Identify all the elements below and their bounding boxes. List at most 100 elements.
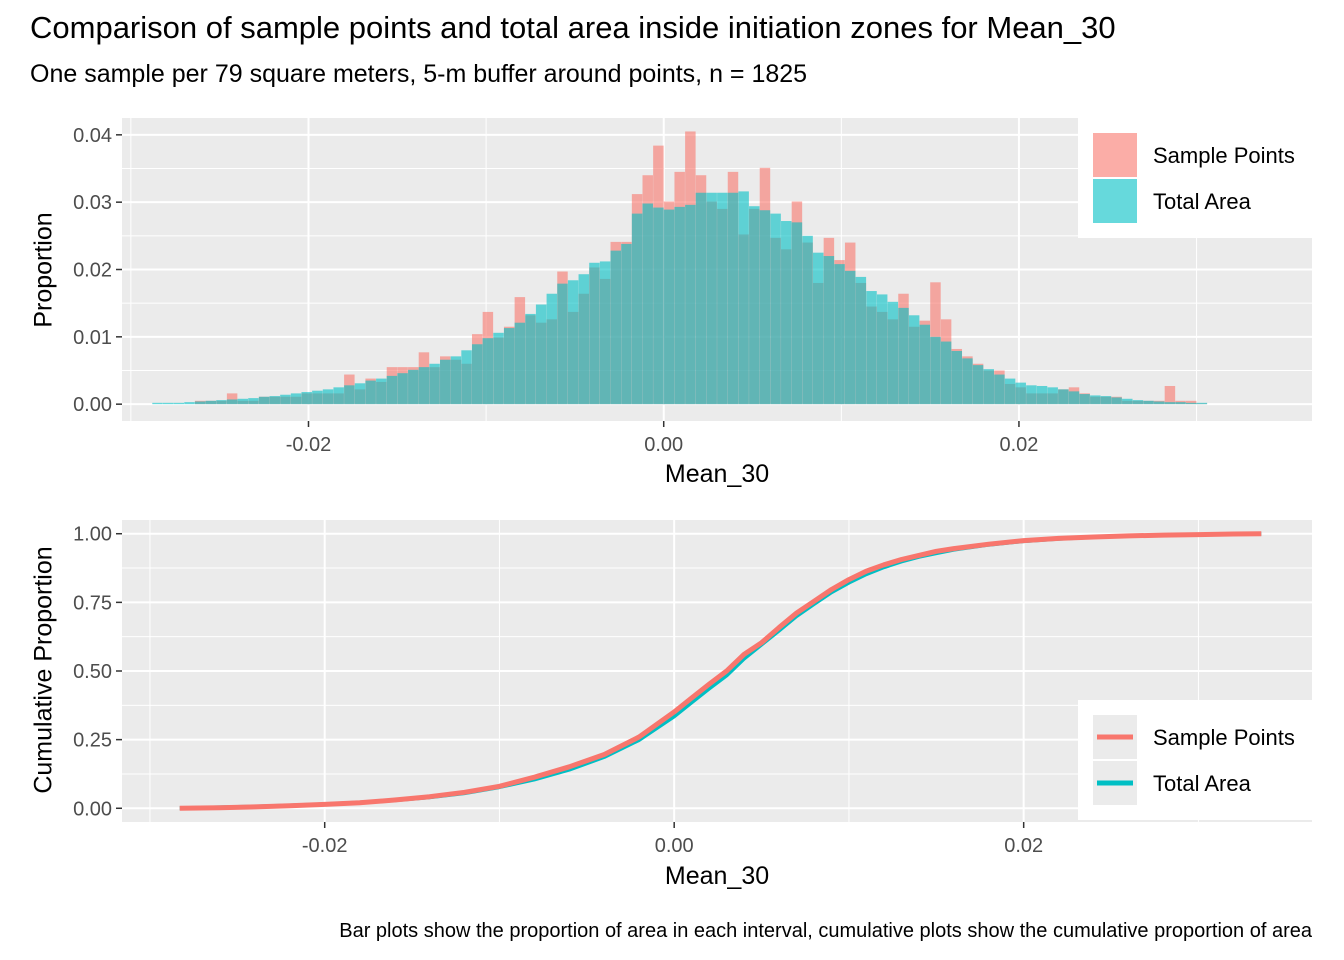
histogram-bar — [1111, 397, 1122, 405]
histogram-bar — [482, 338, 494, 405]
histogram-bar — [1090, 395, 1101, 405]
histogram-bar — [866, 291, 877, 405]
histogram-bar — [685, 204, 696, 405]
histogram-bar — [152, 402, 163, 405]
histogram-bar — [898, 307, 909, 405]
histogram-bar — [994, 374, 1005, 405]
histogram-bar — [1068, 391, 1080, 405]
histogram-bar — [344, 385, 355, 405]
histogram-bar — [695, 192, 707, 405]
histogram-bar — [887, 301, 899, 405]
cumulative-y-tick-label: 0.00 — [73, 798, 112, 820]
histogram-y-tick-label: 0.00 — [73, 394, 112, 416]
histogram-bar — [653, 207, 664, 405]
histogram-y-tick-label: 0.04 — [73, 125, 112, 147]
histogram-bar — [376, 378, 387, 405]
histogram-bar — [834, 264, 845, 405]
histogram-bar — [258, 396, 270, 405]
histogram-bar — [844, 270, 856, 405]
histogram-bar — [546, 293, 558, 405]
histogram-bar — [738, 191, 749, 405]
histogram-bar — [1185, 400, 1197, 405]
histogram-bar — [237, 398, 249, 405]
cumulative-y-tick-label: 1.00 — [73, 524, 112, 546]
histogram-bar — [599, 261, 611, 405]
histogram-bar — [322, 389, 334, 405]
chart-caption: Bar plots show the proportion of area in… — [339, 920, 1312, 942]
histogram-bar — [493, 332, 504, 405]
histogram-bar — [781, 221, 792, 405]
histogram-bar — [354, 383, 366, 405]
cumulative-x-tick-label: 0.00 — [655, 835, 694, 857]
histogram-bar — [535, 304, 547, 405]
histogram-bar — [205, 400, 217, 405]
histogram-bar — [759, 210, 771, 405]
histogram-bar — [1175, 402, 1186, 405]
histogram-bar — [1164, 385, 1176, 405]
histogram-bar — [1047, 387, 1058, 405]
histogram-bar — [312, 390, 323, 405]
cumulative-series-line — [179, 531, 1262, 811]
histogram-bar — [461, 350, 472, 405]
histogram-bar — [940, 341, 952, 405]
histogram-bar — [1164, 402, 1176, 405]
chart-title: Comparison of sample points and total ar… — [30, 10, 1116, 45]
histogram-bar — [1154, 401, 1165, 405]
histogram-bar — [471, 344, 483, 405]
histogram-x-tick-label: 0.02 — [999, 434, 1038, 456]
chart-subtitle: One sample per 79 square meters, 5-m buf… — [30, 60, 808, 88]
histogram-bar — [770, 213, 781, 405]
histogram-bar — [290, 393, 302, 405]
histogram-bar — [226, 399, 238, 405]
histogram-bar — [972, 365, 984, 405]
histogram-legend-key — [1093, 179, 1137, 223]
histogram-x-axis-label: Mean_30 — [664, 460, 770, 488]
histogram-bar — [791, 222, 803, 405]
histogram-bar — [216, 400, 227, 405]
histogram-bar — [248, 398, 259, 405]
histogram-bar — [749, 206, 760, 405]
histogram-x-tick-label: -0.02 — [286, 434, 332, 456]
histogram-bar — [386, 375, 398, 405]
histogram-bar — [919, 324, 931, 405]
histogram-bar — [1132, 400, 1144, 405]
histogram-bar — [226, 393, 238, 405]
cumulative-y-axis-label: Cumulative Proportion — [29, 546, 58, 794]
histogram-bar — [440, 359, 451, 405]
histogram-bar — [397, 373, 408, 405]
histogram-bar — [1004, 378, 1016, 405]
histogram-bar — [983, 369, 994, 405]
histogram-bar — [418, 367, 430, 405]
histogram-bar — [365, 380, 376, 405]
histogram-bar — [333, 387, 344, 405]
histogram-bar — [930, 336, 941, 405]
histogram-y-axis-label: Proportion — [29, 212, 58, 328]
histogram-bar — [1122, 398, 1133, 405]
histogram-bar — [1100, 396, 1112, 405]
histogram-bar — [823, 256, 835, 405]
histogram-bar — [727, 192, 739, 405]
histogram-bar — [717, 192, 728, 405]
histogram-bar — [663, 209, 675, 405]
histogram-bar — [642, 203, 653, 405]
histogram-bar — [525, 313, 536, 405]
cumulative-x-tick-label: -0.02 — [302, 835, 348, 857]
histogram-bar — [631, 213, 643, 405]
histogram-y-tick-label: 0.01 — [73, 327, 112, 349]
cumulative-y-tick-label: 0.75 — [73, 592, 112, 614]
histogram-bar — [1079, 394, 1090, 405]
histogram-bar — [567, 280, 579, 405]
histogram-bar — [557, 283, 568, 405]
cumulative-y-tick-label: 0.25 — [73, 730, 112, 752]
histogram-bar — [429, 363, 440, 405]
histogram-bar — [1026, 385, 1037, 405]
histogram-bar — [855, 276, 867, 405]
histogram-x-tick-label: 0.00 — [644, 434, 683, 456]
histogram-bar — [802, 235, 813, 405]
histogram-bar — [194, 401, 206, 405]
histogram-bar — [674, 206, 685, 405]
histogram-bar — [301, 392, 312, 405]
histogram-legend-key — [1093, 133, 1137, 177]
cumulative-y-tick-label: 0.50 — [73, 661, 112, 683]
histogram-bar — [1196, 402, 1208, 405]
